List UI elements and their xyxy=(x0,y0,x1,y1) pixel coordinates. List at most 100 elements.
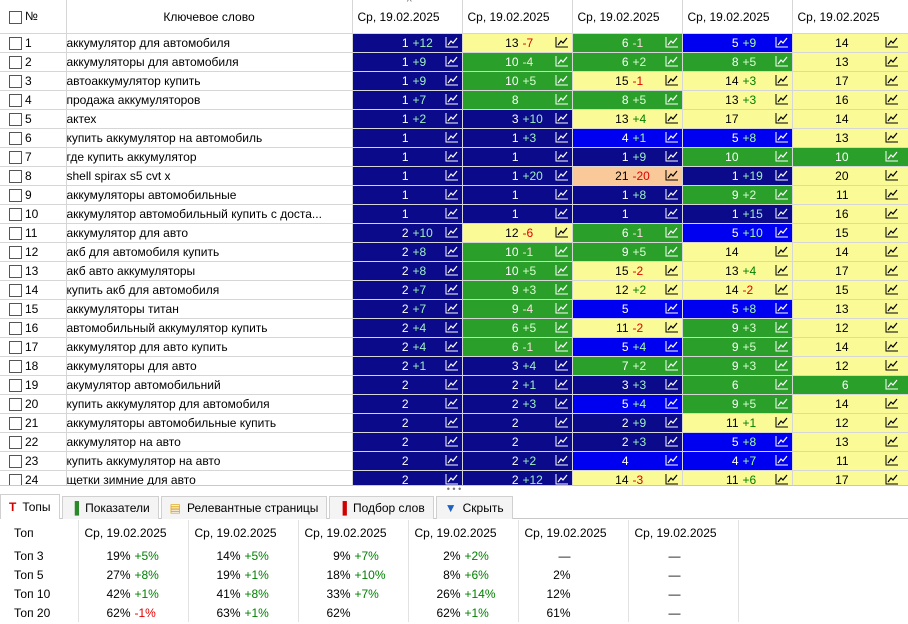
position-cell[interactable]: 2 xyxy=(352,413,463,433)
position-cell[interactable]: 2 xyxy=(462,432,573,452)
position-cell[interactable]: 2 xyxy=(352,451,463,471)
chart-icon[interactable] xyxy=(885,340,901,354)
table-row[interactable]: 2 аккумуляторы для автомобиля 1 +9 10 -4 6 +2 8 +… xyxy=(0,52,908,72)
chart-icon[interactable] xyxy=(665,397,681,411)
header-num[interactable]: № xyxy=(0,0,67,34)
row-checkbox[interactable] xyxy=(9,170,22,184)
chart-icon[interactable] xyxy=(885,207,901,221)
row-checkbox[interactable] xyxy=(9,379,22,393)
chart-icon[interactable] xyxy=(555,36,571,50)
position-cell[interactable]: 6 -1 xyxy=(462,337,573,357)
chart-icon[interactable] xyxy=(665,188,681,202)
chart-icon[interactable] xyxy=(445,359,461,373)
keyword-cell[interactable]: аккумулятор на авто xyxy=(66,432,353,452)
position-cell[interactable]: 1 +8 xyxy=(572,185,683,205)
chart-icon[interactable] xyxy=(555,55,571,69)
position-cell[interactable]: 16 xyxy=(792,204,908,224)
row-checkbox[interactable] xyxy=(9,94,22,108)
chart-icon[interactable] xyxy=(665,416,681,430)
chart-icon[interactable] xyxy=(885,55,901,69)
position-cell[interactable]: 11 xyxy=(792,185,908,205)
position-cell[interactable]: 6 xyxy=(682,375,793,395)
keyword-cell[interactable]: купить акб для автомобиля xyxy=(66,280,353,300)
chart-icon[interactable] xyxy=(555,378,571,392)
keyword-cell[interactable]: аккумуляторы автомобильные xyxy=(66,185,353,205)
position-cell[interactable]: 16 xyxy=(792,90,908,110)
position-cell[interactable]: 1 +12 xyxy=(352,33,463,53)
tab-document[interactable]: ▤ Релевантные страницы xyxy=(160,496,328,519)
chart-icon[interactable] xyxy=(665,207,681,221)
keyword-cell[interactable]: купить аккумулятор на авто xyxy=(66,451,353,471)
position-cell[interactable]: 17 xyxy=(792,470,908,485)
chart-icon[interactable] xyxy=(885,93,901,107)
tops-header-date[interactable]: Ср, 19.02.2025 xyxy=(188,520,299,546)
table-row[interactable]: 10 аккумулятор автомобильный купить с дос… xyxy=(0,204,908,224)
chart-icon[interactable] xyxy=(445,435,461,449)
position-cell[interactable]: 9 +2 xyxy=(682,185,793,205)
chart-icon[interactable] xyxy=(445,321,461,335)
chart-icon[interactable] xyxy=(445,207,461,221)
tops-header-date[interactable]: Ср, 19.02.2025 xyxy=(628,520,739,546)
row-checkbox[interactable] xyxy=(9,151,22,165)
position-cell[interactable]: 6 -1 xyxy=(572,223,683,243)
position-cell[interactable]: 2 +3 xyxy=(572,432,683,452)
position-cell[interactable]: 1 xyxy=(462,185,573,205)
chart-icon[interactable] xyxy=(445,416,461,430)
position-cell[interactable]: 2 xyxy=(352,470,463,485)
chart-icon[interactable] xyxy=(885,302,901,316)
position-cell[interactable]: 17 xyxy=(682,109,793,129)
position-cell[interactable]: 13 +3 xyxy=(682,90,793,110)
chart-icon[interactable] xyxy=(555,359,571,373)
chart-icon[interactable] xyxy=(555,150,571,164)
row-checkbox[interactable] xyxy=(9,113,22,127)
chart-icon[interactable] xyxy=(885,435,901,449)
chart-icon[interactable] xyxy=(665,435,681,449)
row-checkbox[interactable] xyxy=(9,360,22,374)
table-row[interactable]: 18 аккумуляторы для авто 2 +1 3 +4 7 +2 9 +3 12 xyxy=(0,356,908,376)
chart-icon[interactable] xyxy=(445,473,461,485)
position-cell[interactable]: 8 +5 xyxy=(682,52,793,72)
chart-icon[interactable] xyxy=(555,245,571,259)
chart-icon[interactable] xyxy=(665,226,681,240)
row-checkbox[interactable] xyxy=(9,436,22,450)
row-checkbox[interactable] xyxy=(9,474,22,485)
chart-icon[interactable] xyxy=(555,473,571,485)
keyword-cell[interactable]: аккумуляторы автомобильные купить xyxy=(66,413,353,433)
position-cell[interactable]: 1 +9 xyxy=(352,52,463,72)
header-date-4[interactable]: Ср, 19.02.2025 xyxy=(682,0,793,34)
position-cell[interactable]: 1 +3 xyxy=(462,128,573,148)
position-cell[interactable]: 1 +9 xyxy=(572,147,683,167)
table-row[interactable]: 4 продажа аккумуляторов 1 +7 8 8 +5 13 +3 16 xyxy=(0,90,908,110)
position-cell[interactable]: 2 +9 xyxy=(572,413,683,433)
position-cell[interactable]: 2 +7 xyxy=(352,280,463,300)
keyword-cell[interactable]: аккумуляторы для авто xyxy=(66,356,353,376)
position-cell[interactable]: 2 +1 xyxy=(462,375,573,395)
chart-icon[interactable] xyxy=(445,55,461,69)
position-cell[interactable]: 12 -6 xyxy=(462,223,573,243)
chart-icon[interactable] xyxy=(775,359,791,373)
chart-icon[interactable] xyxy=(555,397,571,411)
position-cell[interactable]: 1 +9 xyxy=(352,71,463,91)
keyword-cell[interactable]: продажа аккумуляторов xyxy=(66,90,353,110)
keyword-cell[interactable]: аккумуляторы для автомобиля xyxy=(66,52,353,72)
chart-icon[interactable] xyxy=(555,283,571,297)
position-cell[interactable]: 2 +7 xyxy=(352,299,463,319)
chart-icon[interactable] xyxy=(665,340,681,354)
position-cell[interactable]: 13 +4 xyxy=(682,261,793,281)
table-row[interactable]: 21 аккумуляторы автомобильные купить 2 2 2 +9… xyxy=(0,413,908,433)
chart-icon[interactable] xyxy=(665,169,681,183)
chart-icon[interactable] xyxy=(555,169,571,183)
chart-icon[interactable] xyxy=(445,93,461,107)
chart-icon[interactable] xyxy=(445,264,461,278)
keyword-cell[interactable]: актех xyxy=(66,109,353,129)
chart-icon[interactable] xyxy=(445,378,461,392)
table-row[interactable]: 14 купить акб для автомобиля 2 +7 9 +3 12 +2 14-… xyxy=(0,280,908,300)
select-all-checkbox[interactable] xyxy=(9,10,22,24)
position-cell[interactable]: 8 xyxy=(462,90,573,110)
chart-icon[interactable] xyxy=(775,74,791,88)
position-cell[interactable]: 5 +10 xyxy=(682,223,793,243)
chart-icon[interactable] xyxy=(885,397,901,411)
tab-tops[interactable]: T Топы xyxy=(0,494,60,519)
position-cell[interactable]: 4 xyxy=(572,451,683,471)
chart-icon[interactable] xyxy=(775,131,791,145)
